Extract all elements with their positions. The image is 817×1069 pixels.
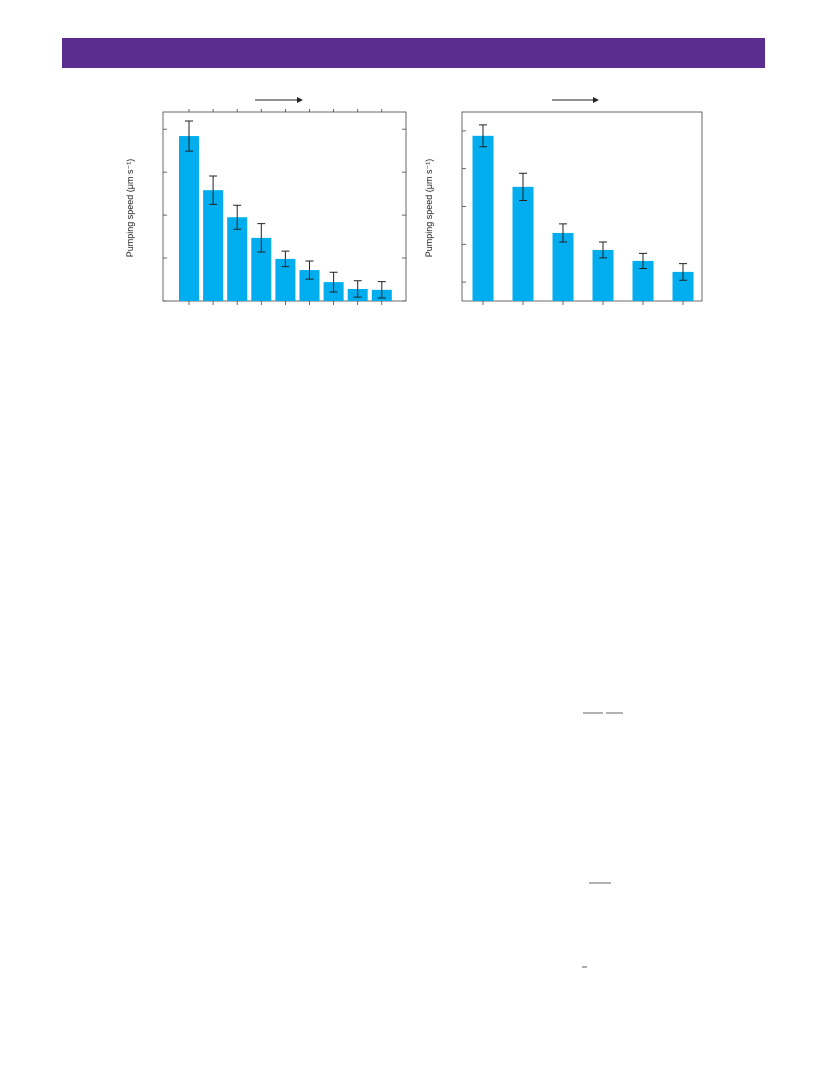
bar: [512, 186, 534, 301]
bar: [251, 237, 272, 301]
error-bar: [599, 241, 607, 259]
error-bar: [281, 250, 290, 268]
bar: [299, 270, 320, 301]
error-bar: [559, 223, 567, 243]
bar: [552, 232, 574, 301]
error-bar: [257, 223, 266, 253]
plot-frame: [461, 111, 703, 302]
bar: [275, 258, 296, 301]
header-banner: [62, 38, 765, 68]
bar: [472, 135, 494, 301]
bar: [227, 217, 248, 301]
error-bar: [479, 124, 487, 148]
bar: [592, 249, 614, 301]
error-bar: [209, 175, 218, 205]
error-bar: [639, 252, 647, 269]
error-bar: [679, 263, 687, 281]
error-bar: [519, 172, 527, 201]
error-bar: [305, 260, 314, 280]
bar: [672, 271, 694, 301]
error-bar: [377, 281, 386, 299]
bar: [203, 190, 224, 301]
error-bar: [353, 280, 362, 298]
y-axis-label: Pumping speed (μm s⁻¹): [424, 159, 434, 257]
y-axis-label: Pumping speed (μm s⁻¹): [125, 159, 135, 257]
bar: [632, 260, 654, 301]
bar: [179, 136, 199, 301]
error-bar: [233, 204, 242, 230]
error-bar: [185, 120, 193, 152]
error-bar: [329, 271, 338, 293]
